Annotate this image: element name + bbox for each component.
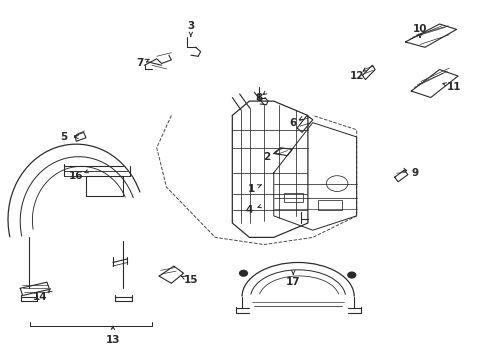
Text: 5: 5: [61, 132, 67, 142]
Text: 6: 6: [289, 118, 296, 128]
Circle shape: [347, 272, 355, 278]
Text: 16: 16: [69, 171, 83, 181]
Text: 11: 11: [446, 82, 461, 92]
Text: 1: 1: [248, 184, 255, 194]
Text: 17: 17: [285, 277, 300, 287]
Circle shape: [239, 270, 247, 276]
Text: 14: 14: [32, 292, 47, 302]
Text: 12: 12: [349, 71, 363, 81]
Text: 4: 4: [245, 206, 253, 216]
Text: 15: 15: [183, 275, 198, 285]
Text: 10: 10: [412, 24, 427, 35]
Text: 3: 3: [187, 21, 194, 31]
Text: 7: 7: [136, 58, 143, 68]
Text: 13: 13: [105, 334, 120, 345]
Text: 2: 2: [262, 152, 269, 162]
Text: 8: 8: [255, 93, 262, 103]
Text: 9: 9: [411, 168, 418, 178]
